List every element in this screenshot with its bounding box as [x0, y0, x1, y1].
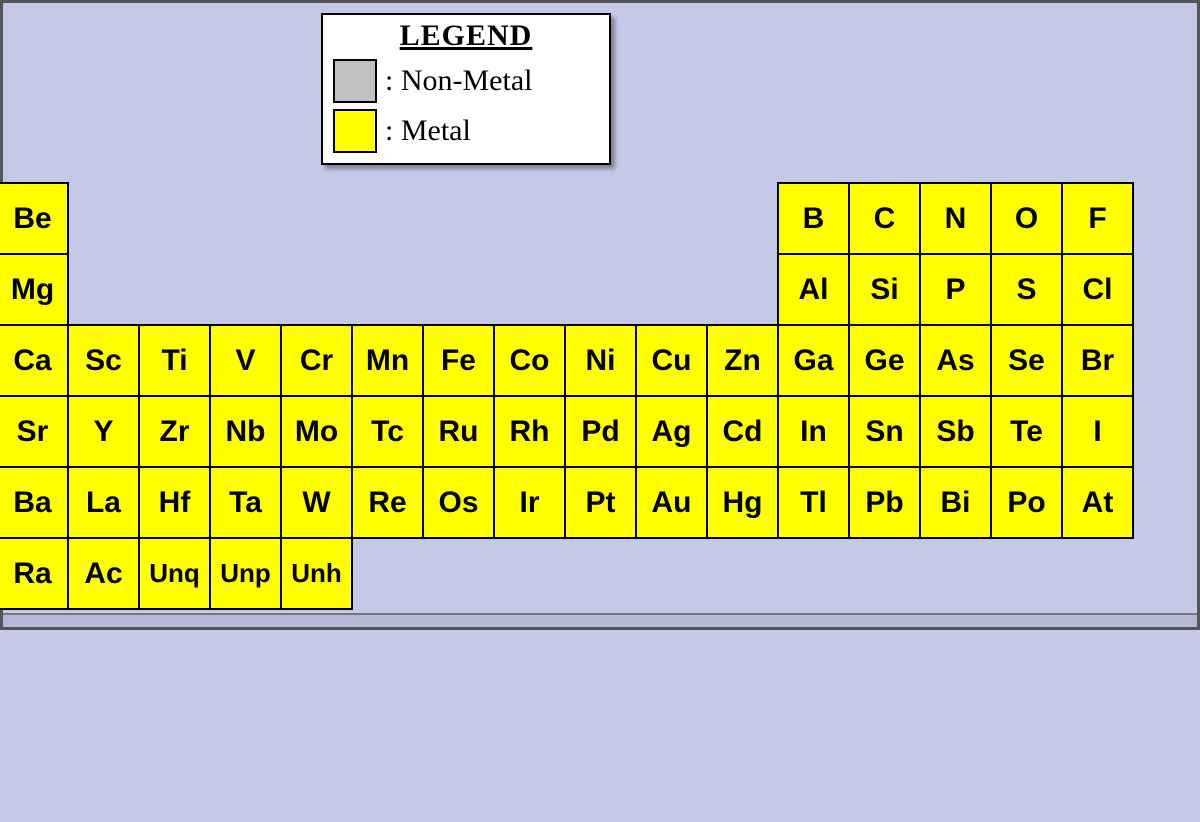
element-cell-pd: Pd [564, 395, 637, 468]
element-cell-at: At [1061, 466, 1134, 539]
element-cell-c: C [848, 182, 921, 255]
element-cell-unp: Unp [209, 537, 282, 610]
element-cell-nb: Nb [209, 395, 282, 468]
element-cell-br: Br [1061, 324, 1134, 397]
element-cell-hf: Hf [138, 466, 211, 539]
legend-box: LEGEND : Non-Metal : Metal [321, 13, 611, 165]
element-cell-tc: Tc [351, 395, 424, 468]
element-cell-la: La [67, 466, 140, 539]
element-cell-ba: Ba [0, 466, 69, 539]
element-cell-zn: Zn [706, 324, 779, 397]
element-cell-in: In [777, 395, 850, 468]
element-cell-ac: Ac [67, 537, 140, 610]
element-cell-bi: Bi [919, 466, 992, 539]
periodic-table-grid: Be BCNOF Mg AlSiPSCl CaScTiVCrMnFeCoNiCuZnGa… [0, 183, 1200, 822]
element-cell-co: Co [493, 324, 566, 397]
element-cell-ra: Ra [0, 537, 69, 610]
element-cell-te: Te [990, 395, 1063, 468]
legend-title: LEGEND [333, 19, 599, 53]
legend-swatch-nonmetal [333, 59, 377, 103]
element-cell-sc: Sc [67, 324, 140, 397]
element-cell-pt: Pt [564, 466, 637, 539]
element-cell-ir: Ir [493, 466, 566, 539]
element-cell-cu: Cu [635, 324, 708, 397]
element-cell-os: Os [422, 466, 495, 539]
legend-row-metal: : Metal [333, 109, 599, 153]
element-cell-fe: Fe [422, 324, 495, 397]
element-cell-sb: Sb [919, 395, 992, 468]
element-cell-ru: Ru [422, 395, 495, 468]
element-cell-sr: Sr [0, 395, 69, 468]
element-cell-y: Y [67, 395, 140, 468]
element-cell-s: S [990, 253, 1063, 326]
element-cell-mn: Mn [351, 324, 424, 397]
element-cell-cl: Cl [1061, 253, 1134, 326]
element-cell-zr: Zr [138, 395, 211, 468]
element-cell-ag: Ag [635, 395, 708, 468]
element-cell-au: Au [635, 466, 708, 539]
element-cell-po: Po [990, 466, 1063, 539]
legend-label-metal: : Metal [385, 114, 471, 148]
element-cell-ca: Ca [0, 324, 69, 397]
element-cell-re: Re [351, 466, 424, 539]
element-cell-pb: Pb [848, 466, 921, 539]
element-cell-cr: Cr [280, 324, 353, 397]
legend-row-nonmetal: : Non-Metal [333, 59, 599, 103]
element-cell-ta: Ta [209, 466, 282, 539]
element-cell-v: V [209, 324, 282, 397]
element-cell-se: Se [990, 324, 1063, 397]
legend-swatch-metal [333, 109, 377, 153]
element-cell-si: Si [848, 253, 921, 326]
element-cell-b: B [777, 182, 850, 255]
element-cell-o: O [990, 182, 1063, 255]
legend-label-nonmetal: : Non-Metal [385, 64, 532, 98]
element-cell-i: I [1061, 395, 1134, 468]
element-cell-tl: Tl [777, 466, 850, 539]
element-cell-ge: Ge [848, 324, 921, 397]
element-cell-n: N [919, 182, 992, 255]
element-cell-ni: Ni [564, 324, 637, 397]
element-cell-w: W [280, 466, 353, 539]
element-cell-mo: Mo [280, 395, 353, 468]
element-cell-hg: Hg [706, 466, 779, 539]
element-cell-ga: Ga [777, 324, 850, 397]
element-cell-as: As [919, 324, 992, 397]
element-cell-be: Be [0, 182, 69, 255]
element-cell-unh: Unh [280, 537, 353, 610]
element-cell-mg: Mg [0, 253, 69, 326]
element-cell-rh: Rh [493, 395, 566, 468]
element-cell-sn: Sn [848, 395, 921, 468]
bottom-bar [3, 613, 1197, 627]
element-cell-f: F [1061, 182, 1134, 255]
element-cell-unq: Unq [138, 537, 211, 610]
element-cell-al: Al [777, 253, 850, 326]
element-cell-cd: Cd [706, 395, 779, 468]
element-cell-p: P [919, 253, 992, 326]
element-cell-ti: Ti [138, 324, 211, 397]
